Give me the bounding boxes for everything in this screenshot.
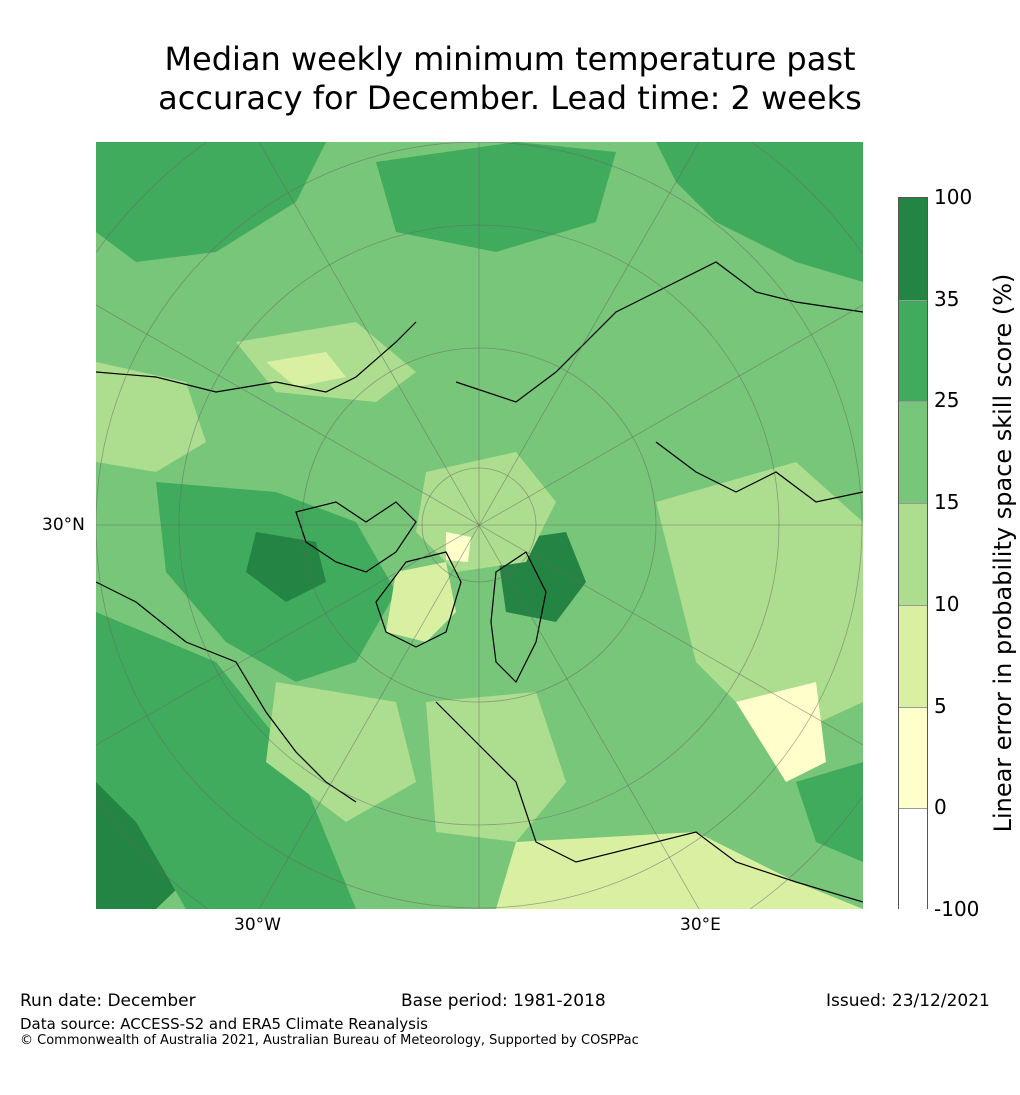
colorbar-segment [899, 401, 927, 505]
coast-europe [435, 701, 863, 903]
coast-canada-arctic [295, 501, 417, 573]
colorbar-segment [899, 808, 927, 911]
region-north-vlight [266, 352, 346, 387]
run-date: Run date: December [20, 991, 196, 1011]
region-canada-core [246, 532, 326, 602]
colorbar-tick-label: 100 [934, 185, 973, 209]
region-south-light [496, 832, 863, 909]
issued-date: Issued: 23/12/2021 [826, 991, 990, 1011]
colorbar-tick-label: 0 [934, 795, 947, 820]
graticule [96, 142, 863, 909]
colorbar-segment [899, 299, 927, 403]
colorbar [898, 197, 928, 911]
copyright: © Commonwealth of Australia 2021, Austra… [20, 1033, 639, 1048]
colorbar-segment [899, 604, 927, 708]
region-europe-light [426, 692, 566, 842]
region-greenland-light [386, 562, 456, 642]
colorbar-segment [899, 503, 927, 606]
colorbar-segment [899, 198, 927, 300]
region-west-light [96, 362, 206, 472]
colorbar-segment [899, 706, 927, 810]
region-central-asia [656, 462, 863, 742]
colorbar-tick-label: 15 [934, 490, 960, 515]
coast-alaska [96, 321, 417, 393]
colorbar-tick-label: 35 [934, 286, 960, 311]
colorbar-tick-label: 10 [934, 591, 960, 616]
coast-north-america [96, 581, 357, 803]
colorbar-tick-label: -100 [934, 897, 980, 921]
lat-label-30n: 30°N [42, 515, 85, 535]
coast-eurasia-north [455, 261, 863, 403]
coast-asia-east [655, 441, 863, 503]
data-source: Data source: ACCESS-S2 and ERA5 Climate … [20, 1015, 428, 1033]
colorbar-tick-label: 25 [934, 388, 960, 413]
region-dark-nw [96, 142, 326, 262]
polar-skill-map [96, 142, 863, 909]
coast-greenland [375, 551, 462, 648]
lon-label-30e: 30°E [680, 915, 721, 935]
region-top-mid [376, 142, 616, 252]
region-asia-white [736, 682, 826, 782]
colorbar-label: Linear error in probability space skill … [989, 273, 1017, 833]
colorbar-tick-label: 5 [934, 693, 947, 718]
region-dark-ne [656, 142, 863, 282]
region-atlantic-light [266, 682, 416, 822]
region-se-green [796, 762, 863, 862]
title-line-2: accuracy for December. Lead time: 2 week… [158, 79, 862, 117]
lon-label-30w: 30°W [234, 915, 281, 935]
region-pole-white [446, 532, 471, 562]
map-title: Median weekly minimum temperature past a… [0, 40, 1020, 118]
coast-scandinavia [490, 551, 547, 684]
base-period: Base period: 1981-2018 [401, 991, 606, 1011]
title-line-1: Median weekly minimum temperature past [164, 40, 856, 78]
region-sw-mid [96, 612, 356, 909]
